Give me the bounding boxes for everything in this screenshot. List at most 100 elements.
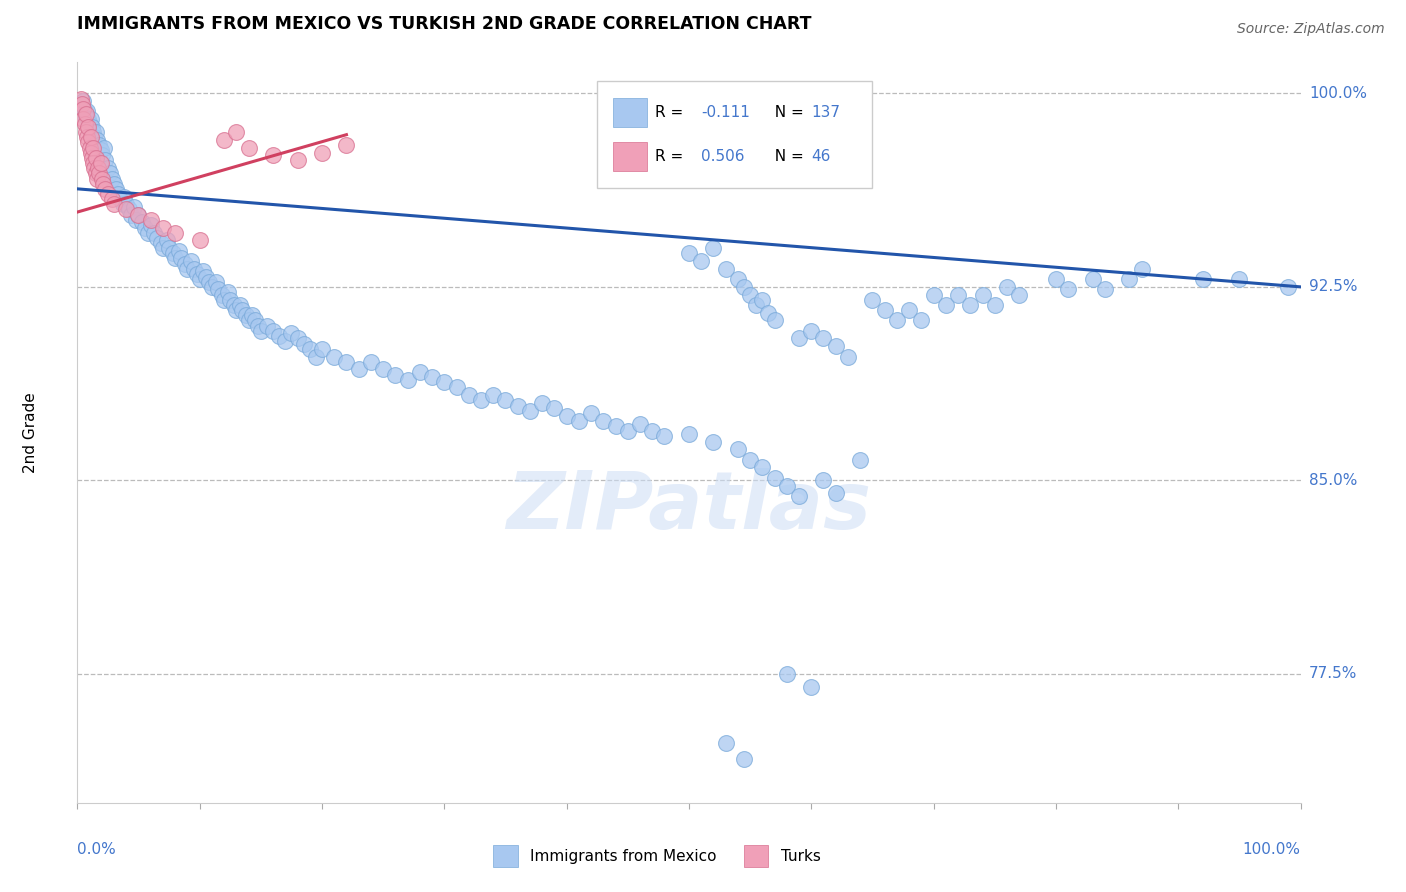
Point (89, 166, 111, 180)
Point (89, 138, 111, 153)
Point (219, 293, 242, 307)
Point (714, 261, 737, 276)
Point (787, 331, 810, 345)
Point (972, 287, 994, 301)
Point (127, 208, 149, 222)
Point (167, 244, 190, 258)
Text: -0.111: -0.111 (702, 105, 749, 120)
Point (813, 331, 835, 345)
Point (740, 287, 762, 301)
Point (745, 298, 768, 312)
Point (592, 414, 614, 428)
Point (207, 282, 229, 296)
Text: R =: R = (655, 149, 688, 164)
Point (108, 192, 131, 206)
Point (1045, 272, 1067, 286)
Point (360, 354, 382, 368)
Point (347, 362, 370, 376)
Point (212, 133, 235, 147)
Point (79, 140, 101, 154)
Point (143, 226, 166, 240)
Point (80, 120, 103, 134)
Point (776, 666, 799, 681)
Point (250, 324, 273, 338)
Point (280, 326, 302, 341)
Point (157, 241, 180, 255)
Point (1130, 261, 1153, 276)
Point (152, 220, 174, 235)
Point (139, 218, 162, 232)
Point (75, 107, 97, 121)
Point (225, 125, 247, 139)
Point (134, 220, 156, 235)
Point (678, 426, 700, 441)
Point (886, 313, 908, 327)
Point (152, 241, 174, 255)
Point (1229, 272, 1251, 286)
Point (211, 287, 233, 301)
Point (90, 143, 112, 157)
Point (787, 489, 810, 503)
Point (198, 275, 221, 289)
Point (75, 110, 97, 124)
Point (75, 125, 97, 139)
Text: 0.506: 0.506 (702, 149, 745, 164)
Point (287, 153, 309, 168)
Point (82, 140, 104, 154)
Point (758, 306, 780, 320)
Point (170, 252, 193, 266)
Point (873, 303, 896, 318)
Point (898, 303, 921, 318)
Point (262, 324, 284, 338)
Point (90, 156, 112, 170)
FancyBboxPatch shape (598, 81, 873, 188)
Text: N =: N = (765, 105, 808, 120)
Point (269, 329, 291, 343)
Point (72, 112, 94, 127)
Point (1277, 280, 1299, 294)
Point (959, 298, 981, 312)
Text: Source: ZipAtlas.com: Source: ZipAtlas.com (1237, 22, 1385, 37)
Text: 100.0%: 100.0% (1309, 86, 1367, 101)
Point (396, 373, 419, 387)
Point (311, 342, 333, 356)
Point (80, 151, 103, 165)
Point (568, 414, 591, 428)
Point (751, 460, 773, 475)
Point (70, 91, 93, 105)
Text: 92.5%: 92.5% (1309, 279, 1357, 294)
Point (1081, 272, 1104, 286)
Point (87, 161, 110, 176)
Point (543, 401, 565, 416)
Point (201, 280, 224, 294)
Point (305, 350, 328, 364)
Point (1008, 287, 1031, 301)
Point (111, 197, 134, 211)
Point (751, 293, 773, 307)
Point (420, 370, 443, 384)
Point (690, 254, 713, 268)
Point (579, 406, 602, 420)
Point (70, 96, 93, 111)
Point (482, 388, 505, 402)
Point (165, 226, 187, 240)
Point (162, 246, 184, 260)
Point (72, 94, 94, 108)
Point (824, 486, 846, 500)
Point (83, 161, 105, 176)
Point (678, 246, 700, 260)
Point (371, 362, 394, 376)
Point (118, 202, 141, 217)
Point (80, 145, 103, 160)
Point (628, 417, 651, 431)
Point (763, 313, 786, 327)
Point (311, 145, 333, 160)
Point (122, 200, 145, 214)
Point (183, 261, 205, 276)
Point (127, 208, 149, 222)
Point (240, 308, 263, 322)
Point (194, 269, 217, 284)
Point (800, 680, 823, 694)
Point (702, 434, 724, 449)
Point (837, 350, 859, 364)
